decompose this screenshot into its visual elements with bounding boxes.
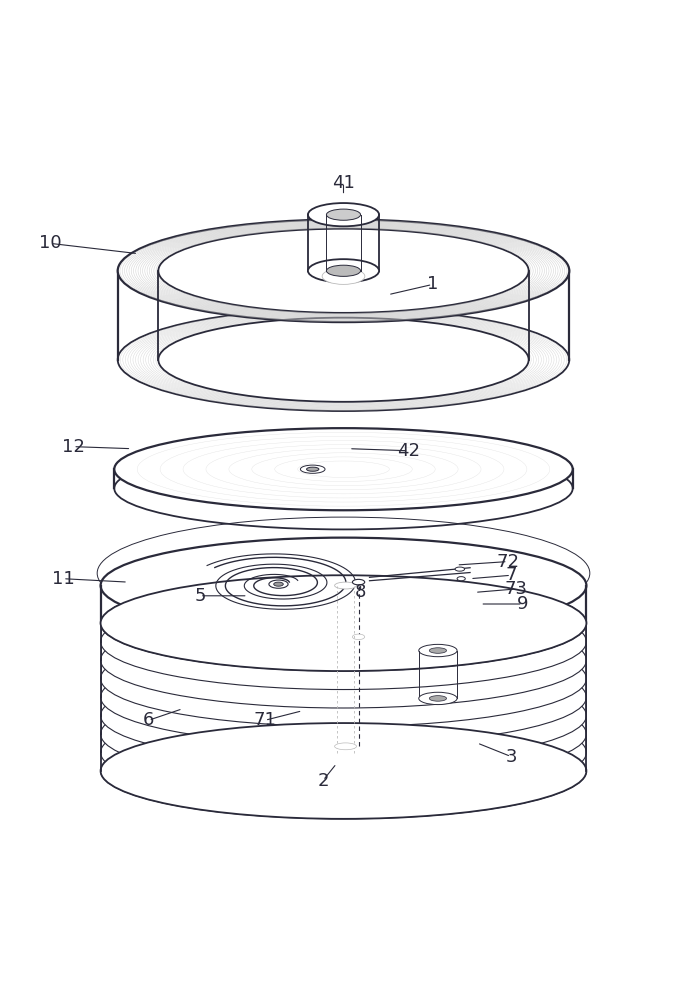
Ellipse shape bbox=[100, 575, 587, 671]
Ellipse shape bbox=[429, 648, 447, 653]
Ellipse shape bbox=[419, 692, 457, 705]
Ellipse shape bbox=[273, 582, 283, 586]
Ellipse shape bbox=[114, 447, 573, 529]
Text: 1: 1 bbox=[427, 275, 438, 293]
Text: 73: 73 bbox=[504, 580, 528, 598]
Ellipse shape bbox=[100, 686, 587, 782]
Ellipse shape bbox=[322, 268, 365, 284]
Text: 6: 6 bbox=[143, 711, 154, 729]
Ellipse shape bbox=[429, 696, 447, 701]
Ellipse shape bbox=[100, 723, 587, 819]
Text: 11: 11 bbox=[52, 570, 74, 588]
Text: 10: 10 bbox=[39, 234, 62, 252]
Ellipse shape bbox=[308, 259, 379, 282]
Ellipse shape bbox=[100, 612, 587, 708]
Ellipse shape bbox=[308, 203, 379, 226]
Ellipse shape bbox=[100, 723, 587, 819]
Ellipse shape bbox=[100, 668, 587, 763]
Ellipse shape bbox=[100, 575, 587, 671]
Ellipse shape bbox=[114, 428, 573, 510]
Ellipse shape bbox=[352, 579, 365, 585]
Ellipse shape bbox=[100, 705, 587, 800]
Ellipse shape bbox=[419, 644, 457, 657]
Ellipse shape bbox=[352, 634, 365, 640]
Ellipse shape bbox=[117, 219, 570, 322]
Ellipse shape bbox=[306, 467, 319, 471]
Text: 8: 8 bbox=[355, 583, 366, 601]
Ellipse shape bbox=[269, 580, 288, 588]
Text: 7: 7 bbox=[506, 566, 517, 584]
Ellipse shape bbox=[335, 582, 357, 589]
Text: 42: 42 bbox=[397, 442, 420, 460]
Ellipse shape bbox=[326, 265, 361, 276]
Ellipse shape bbox=[100, 631, 587, 726]
Ellipse shape bbox=[100, 538, 587, 633]
Ellipse shape bbox=[455, 567, 464, 571]
Ellipse shape bbox=[326, 209, 361, 220]
Text: 3: 3 bbox=[506, 748, 517, 766]
Ellipse shape bbox=[457, 577, 465, 581]
Ellipse shape bbox=[300, 465, 325, 473]
Ellipse shape bbox=[100, 594, 587, 690]
Text: 2: 2 bbox=[317, 772, 328, 790]
Text: 41: 41 bbox=[332, 174, 355, 192]
Text: 71: 71 bbox=[254, 711, 276, 729]
Ellipse shape bbox=[117, 308, 570, 411]
Text: 5: 5 bbox=[194, 587, 205, 605]
Text: 72: 72 bbox=[496, 553, 519, 571]
Text: 12: 12 bbox=[62, 438, 85, 456]
Ellipse shape bbox=[335, 743, 357, 750]
Text: 9: 9 bbox=[517, 595, 528, 613]
Ellipse shape bbox=[100, 649, 587, 745]
